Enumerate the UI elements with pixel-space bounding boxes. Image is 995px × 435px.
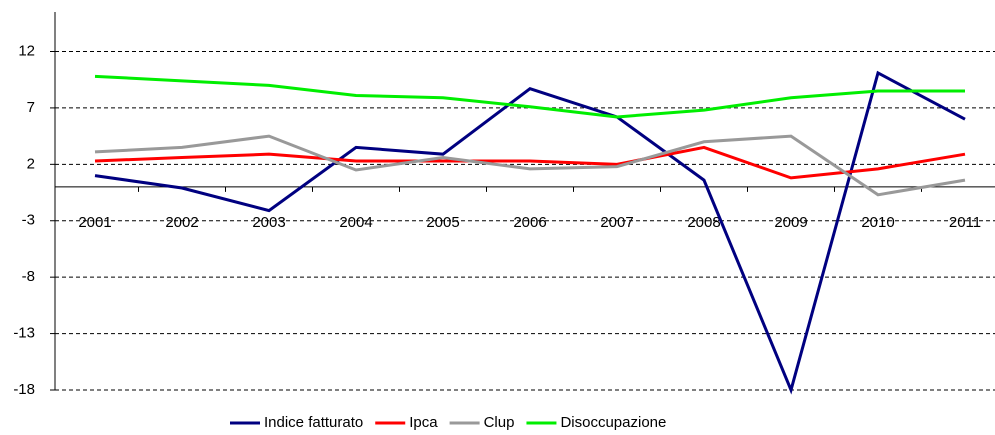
x-tick-label: 2006 xyxy=(513,214,546,231)
legend-label: Disoccupazione xyxy=(560,414,666,431)
legend-label: Ipca xyxy=(409,414,438,431)
series-line xyxy=(94,74,965,119)
series-line xyxy=(94,70,966,395)
x-tick-label: 2002 xyxy=(165,214,198,231)
x-tick-label: 2003 xyxy=(252,214,285,231)
y-tick-label: 12 xyxy=(18,42,35,59)
y-tick-label: -13 xyxy=(13,325,35,342)
x-tick-label: 2009 xyxy=(774,214,807,231)
x-tick-label: 2004 xyxy=(339,214,372,231)
series-line xyxy=(94,145,966,180)
legend-label: Indice fatturato xyxy=(264,414,363,431)
legend-label: Clup xyxy=(484,414,515,431)
y-tick-label: -18 xyxy=(13,381,35,398)
y-tick-label: -8 xyxy=(22,268,35,285)
x-tick-label: 2011 xyxy=(949,214,981,231)
series-line xyxy=(94,134,966,197)
y-tick-label: 7 xyxy=(27,99,35,116)
x-tick-label: 2001 xyxy=(78,214,111,231)
x-tick-label: 2008 xyxy=(687,214,720,231)
x-tick-label: 2007 xyxy=(600,214,633,231)
y-tick-label: -3 xyxy=(22,212,35,229)
x-tick-label: 2005 xyxy=(426,214,459,231)
y-tick-label: 2 xyxy=(27,155,35,172)
x-tick-label: 2010 xyxy=(861,214,894,231)
